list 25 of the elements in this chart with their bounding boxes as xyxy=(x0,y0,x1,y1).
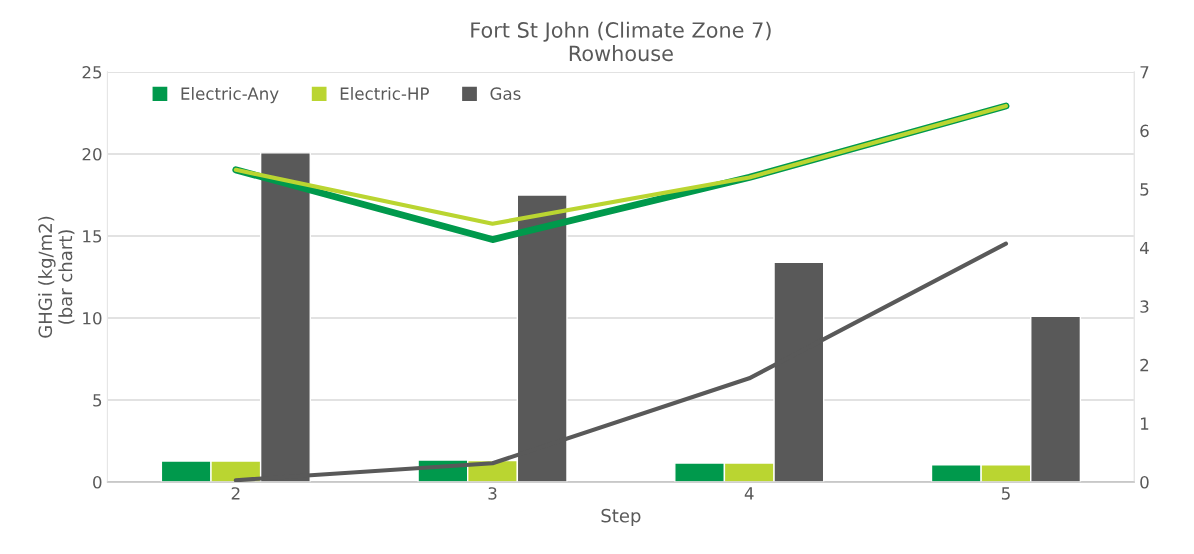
y2-tick-label: 3 xyxy=(1140,300,1149,313)
y2-tick-label: 2 xyxy=(1140,358,1149,372)
y2-tick-label: 4 xyxy=(1139,241,1149,255)
legend-label: Electric-HP xyxy=(340,87,429,100)
y2-tick-label: 7 xyxy=(1140,66,1149,79)
chart-subtitle: Rowhouse xyxy=(569,45,673,62)
y2-tick-label: 6 xyxy=(1140,124,1149,138)
y-axis-title: GHGi (kg/m2) (bar chart) xyxy=(38,216,75,338)
legend-label: Electric-Any xyxy=(181,87,279,104)
y-tick-label: 20 xyxy=(82,147,102,161)
y-tick-label: 10 xyxy=(83,311,102,325)
y-tick-label: 15 xyxy=(83,230,102,243)
y2-tick-label: 0 xyxy=(1140,475,1149,489)
y-tick-label: 25 xyxy=(82,65,102,79)
legend-label: Gas xyxy=(490,87,521,100)
y2-tick-label: 1 xyxy=(1140,417,1149,430)
y-tick-label: 0 xyxy=(93,475,102,489)
x-tick-label: 2 xyxy=(231,487,240,500)
y-tick-label: 5 xyxy=(93,394,102,407)
chart-title: Fort St John (Climate Zone 7) xyxy=(471,21,771,42)
y2-tick-label: 5 xyxy=(1140,183,1149,196)
x-axis-title: Step xyxy=(601,508,641,526)
x-tick-label: 5 xyxy=(1001,487,1010,500)
x-tick-label: 4 xyxy=(744,487,754,500)
x-tick-label: 3 xyxy=(488,487,497,500)
